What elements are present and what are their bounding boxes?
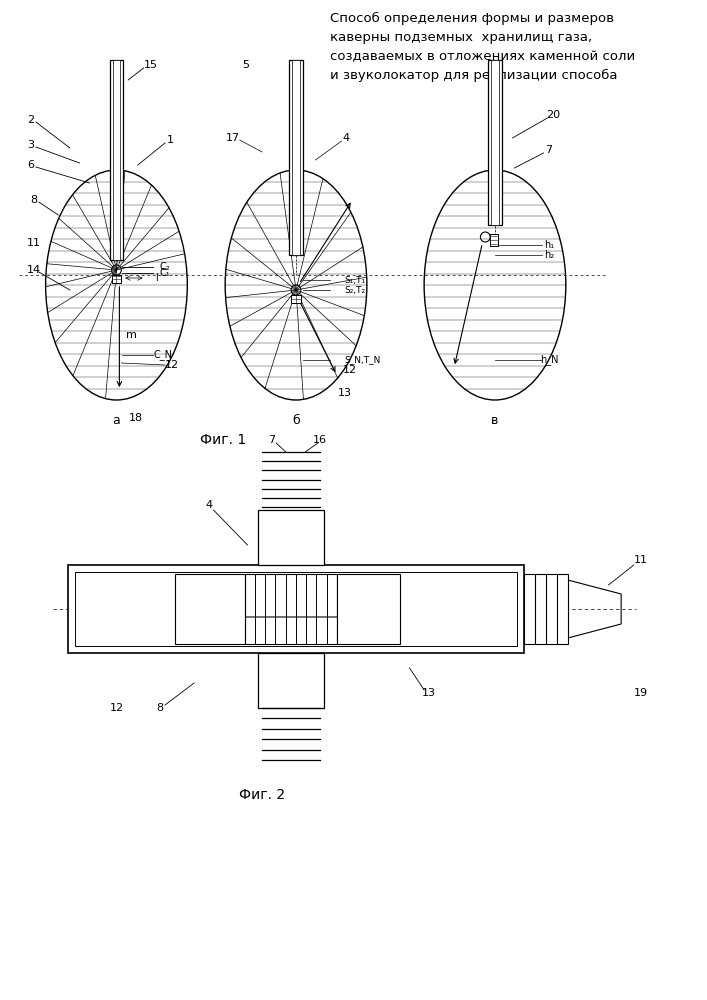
Bar: [68, 565, 524, 653]
Text: 13: 13: [337, 388, 351, 398]
Bar: [175, 574, 245, 644]
Bar: [489, 60, 502, 225]
Bar: [112, 60, 120, 260]
Text: h_N: h_N: [540, 355, 559, 365]
Text: а: а: [112, 414, 120, 426]
Text: 4: 4: [205, 500, 212, 510]
Text: m: m: [126, 330, 136, 340]
Bar: [491, 60, 499, 225]
Bar: [289, 60, 303, 255]
Text: 5: 5: [242, 60, 249, 70]
Text: C₂: C₂: [160, 262, 170, 272]
Text: 20: 20: [546, 110, 560, 120]
Text: C₁: C₁: [160, 268, 170, 278]
Text: 7: 7: [268, 435, 275, 445]
Text: 8: 8: [156, 703, 164, 713]
Text: 4: 4: [343, 133, 350, 143]
Text: 12: 12: [342, 365, 356, 375]
Text: C_N: C_N: [153, 350, 173, 360]
Text: 15: 15: [144, 60, 158, 70]
Text: 13: 13: [422, 688, 436, 698]
Bar: [75, 572, 518, 646]
Text: 11: 11: [27, 238, 41, 248]
Bar: [490, 234, 498, 246]
Text: 7: 7: [545, 145, 552, 155]
Bar: [257, 653, 324, 708]
Text: в: в: [491, 414, 498, 426]
Bar: [112, 275, 122, 283]
Text: l: l: [156, 273, 158, 283]
Text: 3: 3: [28, 140, 35, 150]
Text: 11: 11: [633, 555, 648, 565]
Text: 1: 1: [166, 135, 173, 145]
Bar: [292, 60, 300, 255]
Bar: [245, 574, 337, 644]
Text: h₁: h₁: [544, 240, 554, 250]
Bar: [337, 574, 400, 644]
Text: h₂: h₂: [544, 250, 554, 260]
Bar: [291, 295, 301, 303]
Text: 16: 16: [312, 435, 327, 445]
Text: 19: 19: [633, 688, 648, 698]
Text: S₂,T₂: S₂,T₂: [344, 286, 366, 294]
Text: x: x: [189, 610, 196, 624]
Text: 12: 12: [110, 703, 124, 713]
Bar: [524, 574, 568, 644]
Text: 2: 2: [28, 115, 35, 125]
Text: 12: 12: [165, 360, 179, 370]
Text: б: б: [292, 414, 300, 426]
Text: 17: 17: [226, 133, 240, 143]
Text: Фиг. 2: Фиг. 2: [239, 788, 285, 802]
Text: 8: 8: [30, 195, 37, 205]
Bar: [257, 510, 324, 565]
Text: Фиг. 1: Фиг. 1: [200, 433, 246, 447]
Text: Способ определения формы и размеров
каверны подземных  хранилищ газа,
создаваемы: Способ определения формы и размеров каве…: [330, 12, 635, 82]
Text: 14: 14: [27, 265, 41, 275]
Bar: [110, 60, 123, 260]
Text: S_N,T_N: S_N,T_N: [344, 356, 381, 364]
Text: 18: 18: [129, 413, 143, 423]
Text: S₁,T₁: S₁,T₁: [344, 275, 366, 284]
Text: 6: 6: [28, 160, 35, 170]
